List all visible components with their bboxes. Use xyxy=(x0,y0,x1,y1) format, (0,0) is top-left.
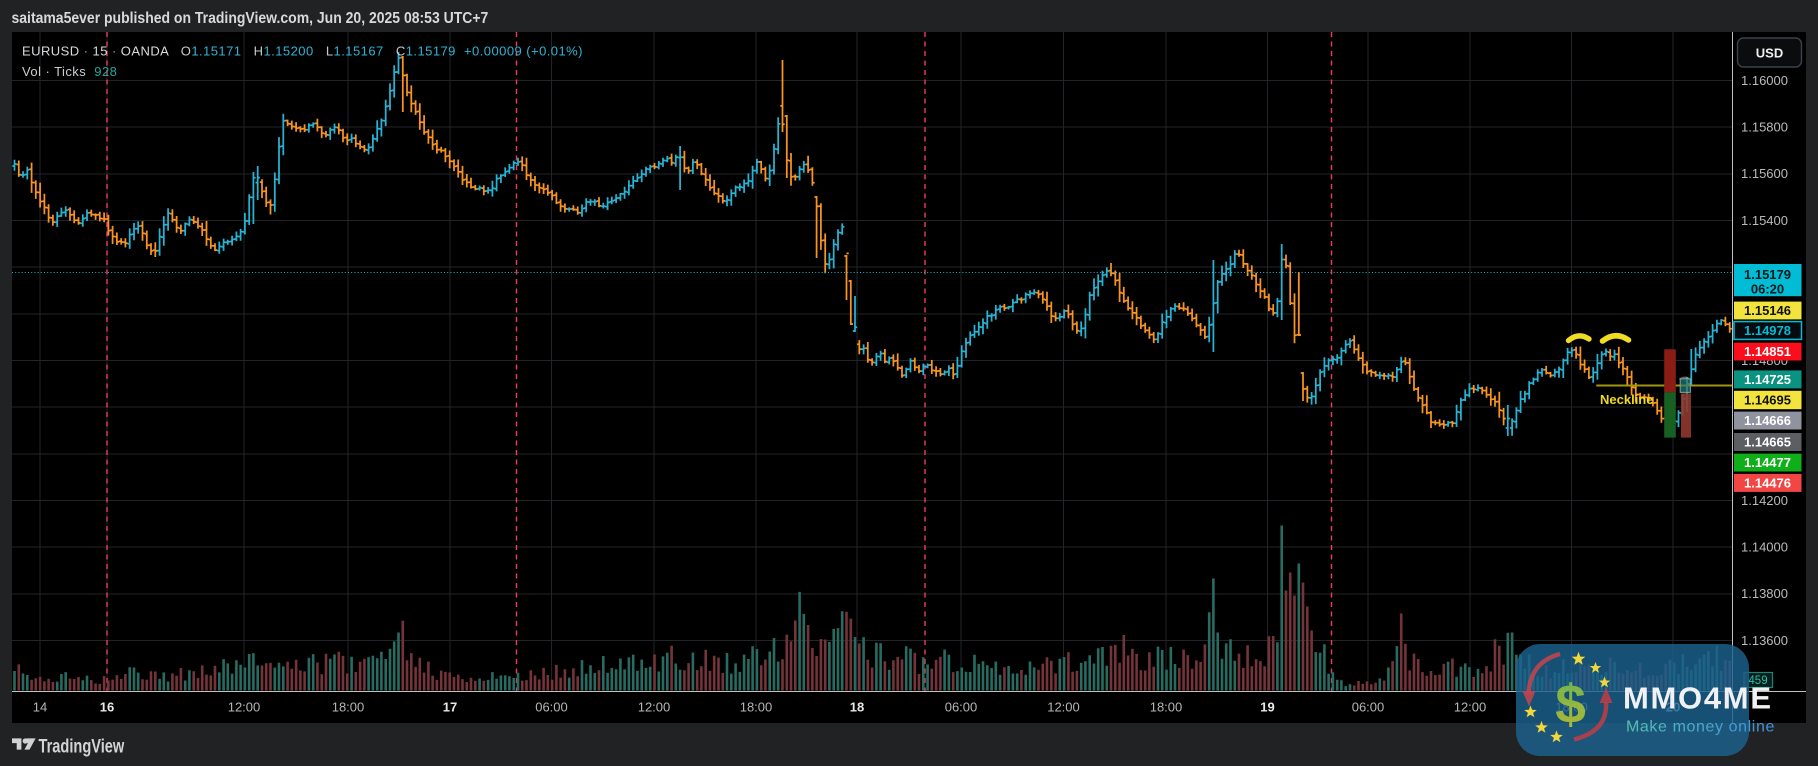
svg-text:1.14725: 1.14725 xyxy=(1744,372,1791,387)
svg-text:1.15146: 1.15146 xyxy=(1744,303,1791,318)
svg-text:EURUSD · 15 · OANDA O1.15171: EURUSD · 15 · OANDA O1.15171 H1.15200 L1… xyxy=(22,44,583,59)
svg-text:1.14851: 1.14851 xyxy=(1744,344,1791,359)
svg-text:1.14476: 1.14476 xyxy=(1744,475,1791,490)
svg-text:1.13800: 1.13800 xyxy=(1741,586,1788,601)
svg-text:$: $ xyxy=(1555,673,1586,735)
svg-text:14: 14 xyxy=(33,700,47,715)
svg-text:18:00: 18:00 xyxy=(1150,700,1183,715)
svg-text:18:00: 18:00 xyxy=(332,700,365,715)
svg-text:Neckline: Neckline xyxy=(1600,392,1653,407)
svg-text:USD: USD xyxy=(1756,45,1783,60)
svg-text:Make money online: Make money online xyxy=(1626,719,1775,736)
svg-text:1.15600: 1.15600 xyxy=(1741,166,1788,181)
svg-text:459: 459 xyxy=(1748,675,1767,687)
svg-text:18:00: 18:00 xyxy=(740,700,773,715)
svg-text:17: 17 xyxy=(443,700,457,715)
svg-text:12:00: 12:00 xyxy=(1454,700,1487,715)
svg-text:06:20: 06:20 xyxy=(1751,282,1784,297)
svg-text:19: 19 xyxy=(1260,700,1274,715)
svg-text:12:00: 12:00 xyxy=(1047,700,1080,715)
svg-text:12:00: 12:00 xyxy=(228,700,261,715)
svg-text:1.15800: 1.15800 xyxy=(1741,120,1788,135)
svg-text:1.14666: 1.14666 xyxy=(1744,413,1791,428)
svg-text:MMO4ME: MMO4ME xyxy=(1623,681,1773,716)
svg-text:18: 18 xyxy=(850,700,864,715)
svg-text:16: 16 xyxy=(100,700,114,715)
svg-text:Vol · Ticks 928: Vol · Ticks 928 xyxy=(22,64,117,79)
svg-text:1.14000: 1.14000 xyxy=(1741,540,1788,555)
svg-text:1.14665: 1.14665 xyxy=(1744,435,1791,450)
svg-text:12:00: 12:00 xyxy=(638,700,671,715)
svg-text:1.15179: 1.15179 xyxy=(1744,267,1791,282)
svg-text:1.15400: 1.15400 xyxy=(1741,213,1788,228)
svg-text:TradingView: TradingView xyxy=(39,734,125,757)
svg-text:06:00: 06:00 xyxy=(535,700,568,715)
svg-text:1.14695: 1.14695 xyxy=(1744,393,1791,408)
svg-text:06:00: 06:00 xyxy=(1352,700,1385,715)
svg-text:1.14200: 1.14200 xyxy=(1741,493,1788,508)
svg-text:1.14477: 1.14477 xyxy=(1744,455,1791,470)
svg-text:1.16000: 1.16000 xyxy=(1741,73,1788,88)
svg-text:1.13600: 1.13600 xyxy=(1741,633,1788,648)
svg-text:saitama5ever published on Trad: saitama5ever published on TradingView.co… xyxy=(12,9,489,27)
svg-text:1.14978: 1.14978 xyxy=(1744,323,1791,338)
svg-text:06:00: 06:00 xyxy=(945,700,978,715)
